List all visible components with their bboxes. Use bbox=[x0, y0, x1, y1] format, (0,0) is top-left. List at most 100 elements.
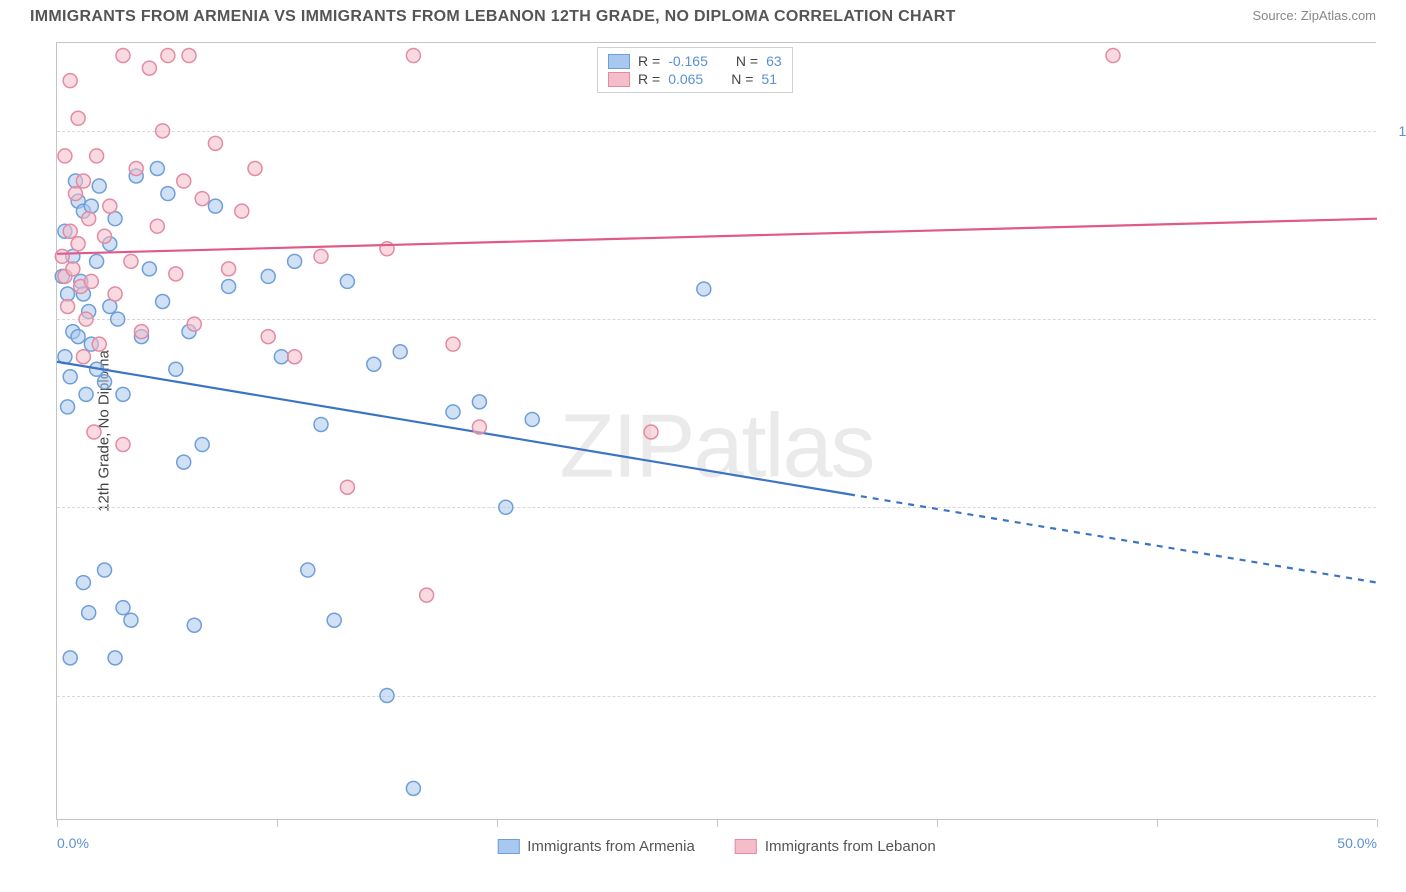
data-point bbox=[71, 237, 85, 251]
data-point bbox=[472, 395, 486, 409]
data-point bbox=[161, 49, 175, 63]
data-point bbox=[314, 249, 328, 263]
data-point bbox=[187, 317, 201, 331]
data-point bbox=[108, 651, 122, 665]
data-point bbox=[84, 274, 98, 288]
data-point bbox=[380, 689, 394, 703]
swatch-armenia bbox=[497, 839, 519, 854]
data-point bbox=[1106, 49, 1120, 63]
chart-header: IMMIGRANTS FROM ARMENIA VS IMMIGRANTS FR… bbox=[0, 0, 1406, 26]
data-point bbox=[420, 588, 434, 602]
data-point bbox=[76, 350, 90, 364]
data-point bbox=[327, 613, 341, 627]
data-point bbox=[124, 254, 138, 268]
n-label: N = bbox=[731, 71, 753, 87]
data-point bbox=[71, 330, 85, 344]
data-point bbox=[92, 179, 106, 193]
r-label: R = bbox=[638, 71, 660, 87]
data-point bbox=[124, 613, 138, 627]
data-point bbox=[182, 49, 196, 63]
n-label: N = bbox=[736, 53, 758, 69]
n-value-armenia: 63 bbox=[766, 53, 782, 69]
data-point bbox=[63, 370, 77, 384]
data-point bbox=[63, 651, 77, 665]
data-point bbox=[393, 345, 407, 359]
data-point bbox=[235, 204, 249, 218]
data-point bbox=[116, 387, 130, 401]
data-point bbox=[116, 438, 130, 452]
data-point bbox=[195, 438, 209, 452]
data-point bbox=[82, 212, 96, 226]
x-tick-label: 50.0% bbox=[1337, 835, 1377, 851]
data-point bbox=[644, 425, 658, 439]
legend-label-lebanon: Immigrants from Lebanon bbox=[765, 838, 936, 855]
data-point bbox=[446, 337, 460, 351]
data-point bbox=[340, 274, 354, 288]
scatter-chart: 12th Grade, No Diploma ZIPatlas 77.5%85.… bbox=[56, 42, 1376, 820]
swatch-lebanon bbox=[608, 72, 630, 87]
bottom-legend: Immigrants from Armenia Immigrants from … bbox=[497, 838, 935, 855]
data-point bbox=[150, 161, 164, 175]
data-point bbox=[222, 279, 236, 293]
data-point bbox=[261, 269, 275, 283]
legend-label-armenia: Immigrants from Armenia bbox=[527, 838, 695, 855]
data-point bbox=[87, 425, 101, 439]
data-point bbox=[406, 49, 420, 63]
data-point bbox=[525, 412, 539, 426]
data-point bbox=[116, 601, 130, 615]
r-value-armenia: -0.165 bbox=[668, 53, 708, 69]
y-tick-label: 77.5% bbox=[1386, 688, 1406, 704]
data-point bbox=[367, 357, 381, 371]
data-point bbox=[68, 187, 82, 201]
correlation-legend: R = -0.165 N = 63 R = 0.065 N = 51 bbox=[597, 47, 793, 93]
data-point bbox=[195, 192, 209, 206]
r-value-lebanon: 0.065 bbox=[668, 71, 703, 87]
data-point bbox=[55, 249, 69, 263]
data-point bbox=[63, 224, 77, 238]
data-point bbox=[340, 480, 354, 494]
data-point bbox=[301, 563, 315, 577]
data-point bbox=[187, 618, 201, 632]
y-tick-label: 92.5% bbox=[1386, 311, 1406, 327]
data-point bbox=[446, 405, 460, 419]
r-label: R = bbox=[638, 53, 660, 69]
data-point bbox=[92, 337, 106, 351]
data-point bbox=[314, 417, 328, 431]
data-point bbox=[150, 219, 164, 233]
data-point bbox=[697, 282, 711, 296]
correlation-row-lebanon: R = 0.065 N = 51 bbox=[608, 70, 782, 88]
data-point bbox=[134, 325, 148, 339]
x-tick-label: 0.0% bbox=[57, 835, 89, 851]
data-point bbox=[98, 375, 112, 389]
data-point bbox=[76, 576, 90, 590]
data-point bbox=[208, 199, 222, 213]
data-point bbox=[82, 606, 96, 620]
data-point bbox=[103, 199, 117, 213]
legend-item-lebanon: Immigrants from Lebanon bbox=[735, 838, 936, 855]
data-point bbox=[177, 174, 191, 188]
regression-line bbox=[57, 219, 1377, 254]
data-point bbox=[248, 161, 262, 175]
data-point bbox=[98, 563, 112, 577]
data-point bbox=[208, 136, 222, 150]
data-point bbox=[108, 287, 122, 301]
data-point bbox=[66, 262, 80, 276]
data-point bbox=[71, 111, 85, 125]
data-point bbox=[156, 124, 170, 138]
correlation-row-armenia: R = -0.165 N = 63 bbox=[608, 52, 782, 70]
data-point bbox=[288, 350, 302, 364]
y-tick-label: 85.0% bbox=[1386, 499, 1406, 515]
chart-title: IMMIGRANTS FROM ARMENIA VS IMMIGRANTS FR… bbox=[30, 8, 956, 26]
data-point bbox=[222, 262, 236, 276]
n-value-lebanon: 51 bbox=[761, 71, 777, 87]
data-point bbox=[499, 500, 513, 514]
data-point bbox=[58, 149, 72, 163]
data-point bbox=[169, 362, 183, 376]
data-point bbox=[161, 187, 175, 201]
data-point bbox=[90, 254, 104, 268]
data-point bbox=[79, 387, 93, 401]
data-point bbox=[156, 294, 170, 308]
data-point bbox=[288, 254, 302, 268]
swatch-lebanon bbox=[735, 839, 757, 854]
data-point bbox=[472, 420, 486, 434]
